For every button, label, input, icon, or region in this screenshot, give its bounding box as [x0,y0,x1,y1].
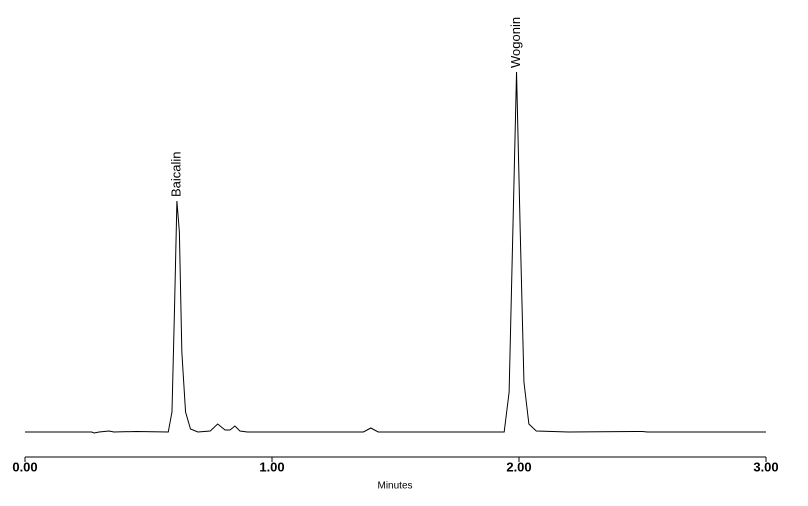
x-tick-label: 2.00 [506,459,531,474]
x-tick-label: 1.00 [259,459,284,474]
x-axis-label: Minutes [377,481,412,492]
peak-label: Baicalin [168,151,183,197]
peak-label: Wogonin [508,17,523,68]
x-tick-label: 0.00 [12,459,37,474]
signal-line [25,71,766,434]
x-tick-label: 3.00 [753,459,778,474]
